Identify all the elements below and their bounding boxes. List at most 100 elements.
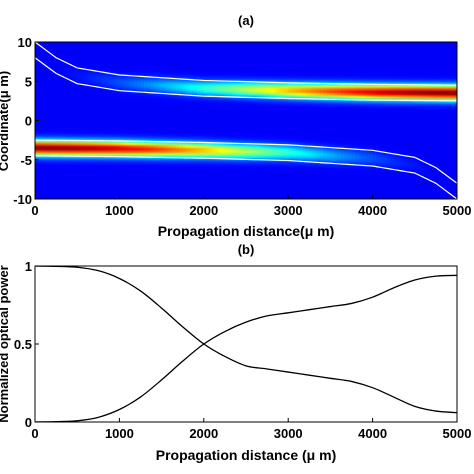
- heatmap-strip: [256, 42, 261, 199]
- heatmap-strip: [351, 42, 356, 199]
- heatmap-strip: [172, 42, 177, 199]
- heatmap-strip: [59, 42, 64, 199]
- heatmap-strip: [158, 42, 163, 199]
- heatmap-strip: [94, 42, 99, 199]
- heatmap-strip: [73, 42, 78, 199]
- heatmap-strip: [435, 42, 441, 199]
- heatmap-strip: [42, 42, 47, 199]
- heatmap-strip: [281, 42, 286, 199]
- x-tick-label: 4000: [358, 203, 387, 218]
- heatmap-strip: [91, 42, 96, 199]
- heatmap-strip: [277, 42, 282, 199]
- heatmap-strip: [136, 42, 142, 199]
- heatmap-strip: [122, 42, 128, 199]
- heatmap-strip: [84, 42, 89, 199]
- x-tick-label: 3000: [274, 426, 303, 441]
- heatmap-strip: [66, 42, 71, 199]
- heatmap-strip: [421, 42, 426, 199]
- heatmap-strip: [326, 42, 331, 199]
- heatmap-strip: [453, 42, 457, 199]
- heatmap-strip: [126, 42, 131, 199]
- heatmap-strip: [305, 42, 310, 199]
- heatmap-field: [35, 42, 457, 199]
- heatmap-strip: [231, 42, 237, 199]
- x-tick-label: 3000: [274, 203, 303, 218]
- heatmap-strip: [337, 42, 342, 199]
- heatmap-strip: [397, 42, 402, 199]
- heatmap-strip: [207, 42, 212, 199]
- heatmap-strip: [235, 42, 240, 199]
- heatmap-strip: [386, 42, 391, 199]
- panel-a-x-ticks: 0 1000 2000 3000 4000 5000: [31, 195, 471, 218]
- heatmap-strip: [49, 42, 54, 199]
- heatmap-strip: [330, 42, 335, 199]
- heatmap-strip: [228, 42, 233, 199]
- heatmap-strip: [446, 42, 451, 199]
- heatmap-strip: [98, 42, 103, 199]
- upper-waveguide-top-edge: [35, 42, 457, 86]
- heatmap-strip: [186, 42, 191, 199]
- panel-b-y-label: Normalized optical power: [0, 265, 11, 422]
- heatmap-strip: [267, 42, 272, 199]
- heatmap-strip: [407, 42, 412, 199]
- heatmap-strip: [295, 42, 300, 199]
- heatmap-strip: [242, 42, 247, 199]
- x-tick-label: 4000: [358, 426, 387, 441]
- panel-a-title: (a): [238, 13, 254, 28]
- heatmap-strip: [270, 42, 275, 199]
- heatmap-strip: [112, 42, 117, 199]
- heatmap-strip: [298, 42, 303, 199]
- heatmap-strip: [129, 42, 135, 199]
- panel-b-x-label: Propagation distance (μ m): [156, 447, 336, 463]
- y-tick-label: 0: [25, 415, 32, 430]
- heatmap-strip: [210, 42, 215, 199]
- panel-b-series: [35, 266, 457, 422]
- heatmap-strip: [168, 42, 173, 199]
- heatmap-strip: [376, 42, 381, 199]
- heatmap-strip: [253, 42, 258, 199]
- heatmap-strip: [38, 42, 43, 199]
- heatmap-strip: [393, 42, 398, 199]
- heatmap-strip: [144, 42, 149, 199]
- heatmap-strip: [203, 42, 208, 199]
- heatmap-strip: [224, 42, 230, 199]
- heatmap-strip: [108, 42, 113, 199]
- heatmap-strip: [189, 42, 194, 199]
- heatmap-strip: [70, 42, 75, 199]
- heatmap-strip: [449, 42, 455, 199]
- panel-b-background: [35, 266, 457, 422]
- heatmap-strip: [347, 42, 353, 199]
- upper-waveguide-bottom-edge: [35, 57, 457, 102]
- heatmap-strip: [179, 42, 184, 199]
- heatmap-strip: [133, 42, 138, 199]
- panel-a-y-ticks: 10 5 0 -5 -10: [13, 35, 39, 207]
- heatmap-strip: [425, 42, 430, 199]
- heatmap-strip: [333, 42, 339, 199]
- heatmap-strip: [309, 42, 314, 199]
- heatmap-strip: [52, 42, 57, 199]
- waveguide-outlines: [35, 42, 457, 199]
- heatmap-strip: [362, 42, 367, 199]
- heatmap-strip: [221, 42, 226, 199]
- heatmap-strip: [369, 42, 374, 199]
- lower-waveguide-top-edge: [35, 139, 457, 184]
- panel-a: (a) 0 1000 2000 3000 4000 5000 10 5 0 -5 -10 Prop…: [0, 13, 471, 239]
- heatmap-strip: [119, 42, 124, 199]
- x-tick-label: 2000: [189, 203, 218, 218]
- heatmap-strip: [284, 42, 289, 199]
- heatmap-strip: [147, 42, 152, 199]
- heatmap-strip: [439, 42, 444, 199]
- y-tick-label: 10: [18, 35, 32, 50]
- heatmap-strip: [217, 42, 222, 199]
- heatmap-strip: [175, 42, 180, 199]
- heatmap-strip: [428, 42, 433, 199]
- y-tick-label: -5: [20, 153, 32, 168]
- heatmap-strip: [165, 42, 170, 199]
- heatmap-strip: [358, 42, 363, 199]
- heatmap-strip: [182, 42, 187, 199]
- heatmap-strip: [115, 42, 120, 199]
- heatmap-strip: [101, 42, 106, 199]
- heatmap-strip: [340, 42, 346, 199]
- x-tick-label: 5000: [443, 426, 472, 441]
- panel-b-y-ticks: 10.50: [14, 259, 39, 430]
